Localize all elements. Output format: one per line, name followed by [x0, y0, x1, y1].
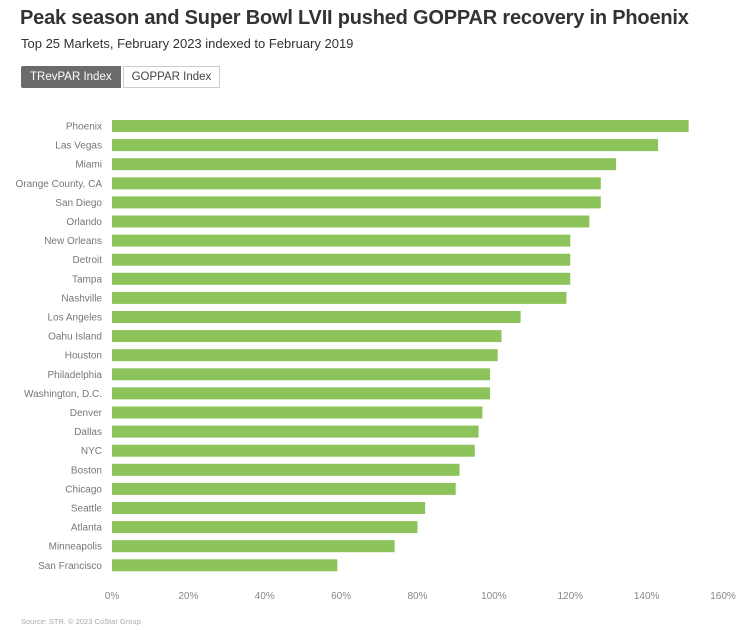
category-label-tampa: Tampa — [72, 274, 102, 285]
bar-los-angeles[interactable] — [112, 311, 521, 323]
category-label-chicago: Chicago — [65, 484, 102, 495]
category-label-minneapolis: Minneapolis — [49, 542, 102, 553]
bar-oahu-island[interactable] — [112, 330, 502, 343]
category-label-detroit: Detroit — [73, 255, 103, 266]
bar-dallas[interactable] — [112, 425, 479, 438]
bar-orange-county-ca[interactable] — [112, 177, 601, 190]
bar-chart: Phoenix Las Vegas Miami Orange County, CA Sa… — [15, 120, 736, 602]
bar-boston[interactable] — [112, 463, 460, 476]
bar-miami[interactable] — [112, 158, 617, 171]
bar-phoenix[interactable] — [112, 120, 689, 132]
category-label-dallas: Dallas — [74, 427, 102, 438]
bar-san-diego[interactable] — [112, 196, 601, 209]
x-tick-label: 100% — [481, 591, 507, 602]
x-tick-label: 0% — [105, 591, 120, 602]
tab-trevpar-index[interactable]: TRevPAR Index — [21, 66, 121, 88]
x-tick-label: 40% — [255, 591, 275, 602]
x-tick-label: 80% — [407, 591, 427, 602]
category-label-miami: Miami — [75, 160, 102, 171]
x-tick-label: 120% — [557, 591, 583, 602]
category-label-nyc: NYC — [81, 446, 102, 457]
category-label-philadelphia: Philadelphia — [48, 370, 103, 381]
x-tick-label: 140% — [634, 591, 660, 602]
category-label-los-angeles: Los Angeles — [48, 313, 103, 324]
bar-san-francisco[interactable] — [112, 559, 338, 572]
category-label-boston: Boston — [71, 465, 102, 476]
bar-new-orleans[interactable] — [112, 234, 571, 247]
category-label-houston: Houston — [65, 351, 102, 362]
category-label-new-orleans: New Orleans — [44, 236, 102, 247]
bar-minneapolis[interactable] — [112, 540, 395, 553]
x-tick-label: 60% — [331, 591, 351, 602]
bar-las-vegas[interactable] — [112, 139, 659, 152]
bar-tampa[interactable] — [112, 272, 571, 285]
category-label-las-vegas: Las Vegas — [55, 141, 102, 152]
bar-denver[interactable] — [112, 406, 483, 419]
bar-nyc[interactable] — [112, 444, 475, 457]
chart-subtitle: Top 25 Markets, February 2023 indexed to… — [21, 36, 354, 51]
category-label-orlando: Orlando — [66, 217, 102, 228]
category-label-san-diego: San Diego — [55, 198, 102, 209]
tab-goppar-index[interactable]: GOPPAR Index — [122, 66, 221, 88]
category-label-washington-d-c: Washington, D.C. — [24, 389, 102, 400]
bar-seattle[interactable] — [112, 502, 426, 514]
category-label-seattle: Seattle — [71, 504, 103, 515]
x-tick-label: 160% — [710, 591, 736, 602]
index-tabs: TRevPAR Index GOPPAR Index — [21, 66, 221, 88]
category-label-phoenix: Phoenix — [66, 122, 102, 133]
category-label-denver: Denver — [70, 408, 103, 419]
category-label-orange-county-ca: Orange County, CA — [15, 179, 102, 190]
bar-detroit[interactable] — [112, 253, 571, 266]
bar-atlanta[interactable] — [112, 521, 418, 534]
category-label-oahu-island: Oahu Island — [48, 332, 102, 343]
x-tick-label: 20% — [178, 591, 198, 602]
bar-houston[interactable] — [112, 349, 498, 362]
bar-orlando[interactable] — [112, 215, 590, 228]
bar-philadelphia[interactable] — [112, 368, 491, 381]
category-label-nashville: Nashville — [61, 293, 102, 304]
category-label-atlanta: Atlanta — [71, 523, 103, 534]
bar-washington-d-c[interactable] — [112, 387, 491, 400]
bar-nashville[interactable] — [112, 291, 567, 304]
chart-title: Peak season and Super Bowl LVII pushed G… — [20, 7, 689, 29]
bar-chicago[interactable] — [112, 482, 456, 495]
source-note: Source: STR. © 2023 CoStar Group — [21, 617, 141, 626]
category-label-san-francisco: San Francisco — [38, 561, 102, 572]
